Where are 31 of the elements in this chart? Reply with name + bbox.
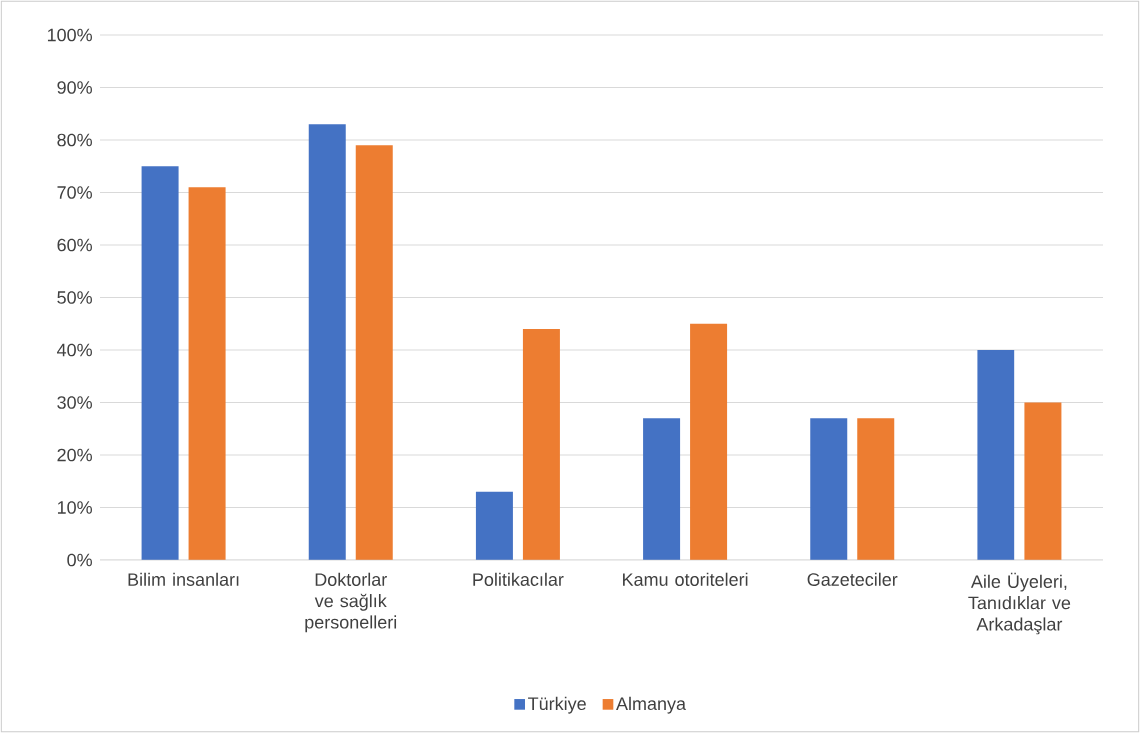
bar bbox=[810, 418, 848, 560]
x-tick-label: Politikacılar bbox=[473, 572, 564, 586]
bar bbox=[188, 187, 226, 560]
bar bbox=[141, 166, 179, 560]
y-tick-label: 30% bbox=[57, 396, 92, 409]
y-tick-label: 80% bbox=[57, 133, 92, 147]
x-tick-label: Kamu otoriteleri bbox=[623, 572, 748, 586]
bar bbox=[643, 418, 681, 560]
bar bbox=[355, 145, 393, 560]
y-tick-label: 70% bbox=[57, 186, 92, 199]
bar bbox=[690, 323, 728, 560]
y-tick-label: 0% bbox=[67, 553, 92, 567]
y-tick-label: 40% bbox=[57, 343, 92, 357]
legend-label: Türkiye bbox=[528, 696, 586, 714]
bar bbox=[857, 418, 895, 560]
y-tick-label: 50% bbox=[57, 291, 92, 304]
x-tick-label: Aile Üyeleri, Tanıdıklar ve Arkadaşlar bbox=[968, 572, 1071, 635]
legend-label: Almanya bbox=[616, 696, 687, 714]
bar bbox=[475, 491, 513, 560]
bar bbox=[977, 350, 1015, 560]
x-tick-label: Gazeteciler bbox=[807, 572, 898, 586]
y-tick-label: 10% bbox=[57, 501, 92, 514]
y-tick-label: 90% bbox=[57, 81, 92, 94]
bar bbox=[522, 329, 560, 560]
y-tick-label: 100% bbox=[47, 28, 92, 42]
bar bbox=[308, 124, 346, 560]
x-tick-label: Bilim insanları bbox=[128, 572, 239, 586]
bar bbox=[1024, 402, 1062, 560]
y-tick-label: 60% bbox=[57, 238, 92, 252]
x-tick-label: Doktorlar ve sağlık personelleri bbox=[305, 572, 397, 633]
y-tick-label: 20% bbox=[57, 448, 92, 462]
